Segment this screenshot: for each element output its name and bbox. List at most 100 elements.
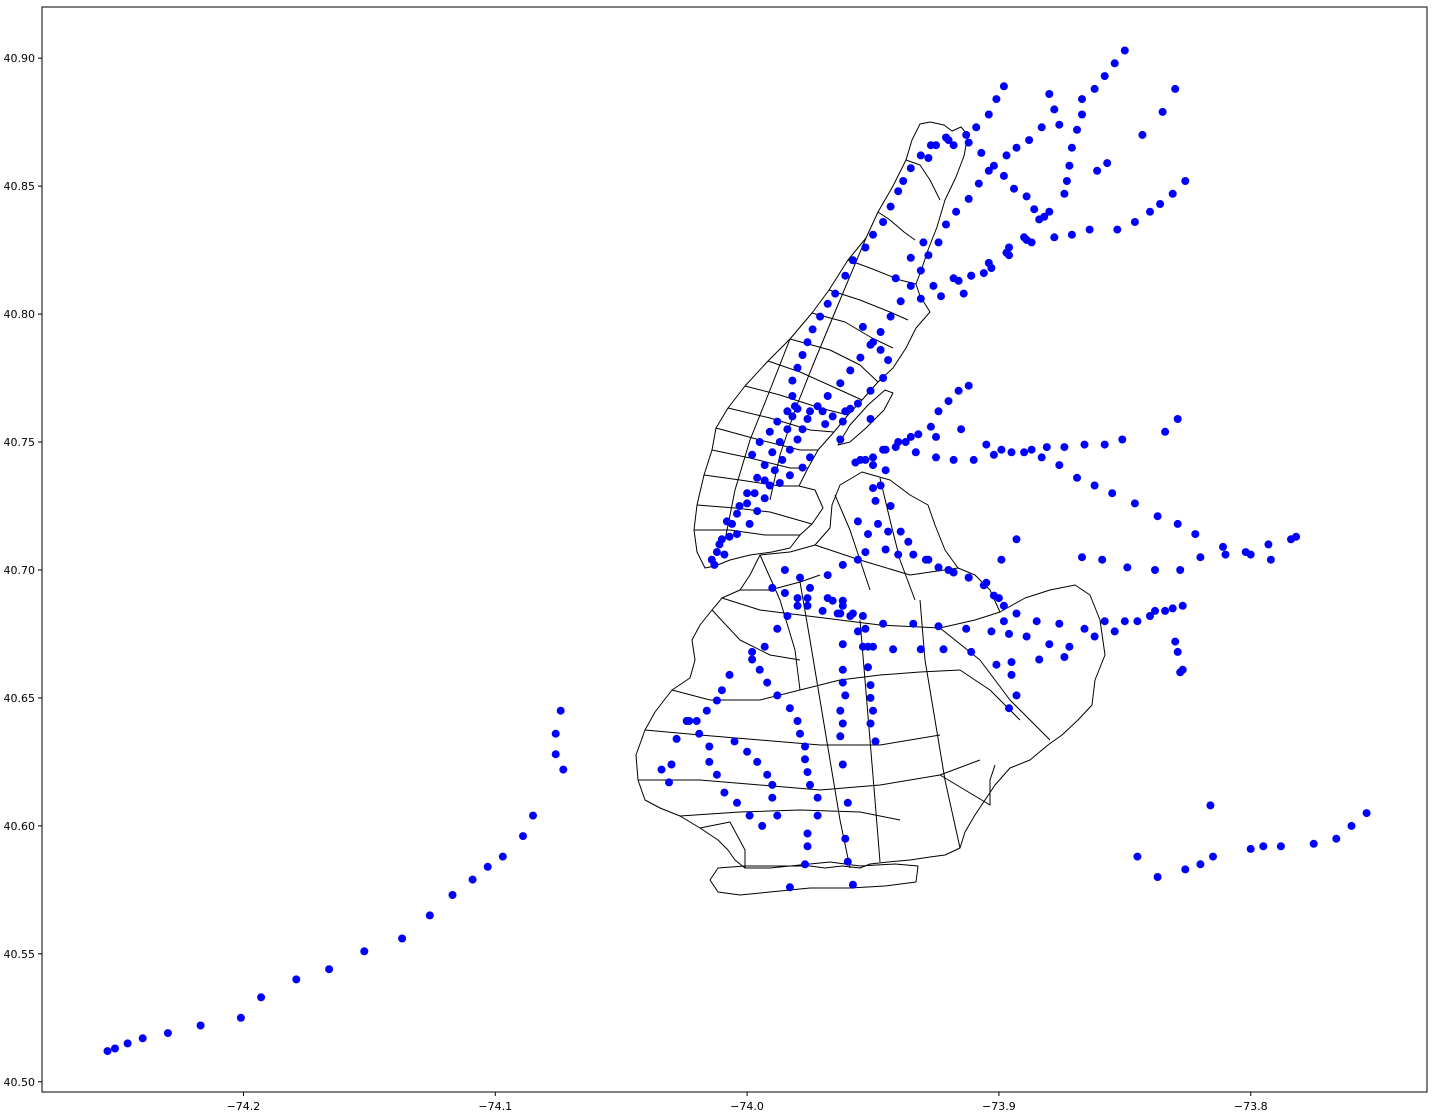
station-point: [1002, 151, 1011, 160]
neighborhood-division: [879, 477, 916, 601]
station-point: [1158, 107, 1167, 116]
y-tick-label: 40.85: [4, 180, 36, 193]
manhattan-division: [696, 504, 813, 525]
station-point: [944, 136, 953, 145]
station-point: [803, 842, 812, 851]
station-point: [1062, 177, 1071, 185]
station-point: [916, 151, 925, 160]
station-point: [886, 312, 895, 321]
station-point: [823, 392, 832, 400]
station-point: [710, 560, 719, 569]
coney-island: [709, 861, 919, 896]
station-point: [916, 294, 925, 303]
station-point: [1055, 619, 1064, 628]
manhattan-division: [905, 159, 941, 201]
station-point: [969, 455, 978, 464]
station-point: [1025, 136, 1034, 145]
station-point: [1037, 123, 1046, 132]
station-point: [1030, 205, 1039, 214]
station-point: [1042, 443, 1051, 452]
station-point: [796, 729, 804, 738]
station-point: [813, 793, 822, 802]
station-point: [1130, 218, 1139, 226]
station-point: [838, 760, 847, 769]
station-point: [997, 555, 1006, 564]
plot-area: −74.2 −74.1 −74.0 −73.9 −73.8 40.50 40.55 40.60…: [4, 6, 1428, 1113]
station-point: [760, 476, 769, 485]
x-tick-label: −73.8: [1234, 1100, 1268, 1113]
y-tick-label: 40.80: [4, 308, 36, 321]
station-point: [906, 281, 915, 290]
manhattan-division: [703, 474, 799, 487]
station-point: [803, 338, 812, 347]
station-point: [987, 264, 996, 272]
station-point: [984, 110, 993, 119]
station-point: [1100, 440, 1109, 449]
station-point: [770, 466, 779, 475]
station-point: [1103, 159, 1112, 168]
station-point: [932, 453, 940, 462]
station-point: [768, 780, 777, 789]
station-point: [866, 681, 875, 690]
station-point: [1055, 120, 1064, 129]
station-point: [468, 875, 477, 884]
station-point: [858, 322, 867, 331]
station-point: [992, 95, 1001, 104]
station-point: [775, 438, 784, 446]
station-point: [801, 860, 809, 869]
station-point: [498, 852, 507, 861]
station-point: [1138, 130, 1147, 139]
station-point: [743, 489, 752, 498]
station-point: [1100, 72, 1109, 81]
station-point: [748, 655, 757, 664]
station-point: [733, 530, 741, 539]
station-point: [989, 450, 998, 459]
station-point: [801, 755, 809, 764]
station-point: [997, 445, 1006, 454]
station-point: [1065, 161, 1074, 170]
station-point: [999, 171, 1008, 180]
station-point: [869, 706, 877, 715]
station-point: [793, 435, 802, 444]
station-point: [959, 289, 968, 298]
station-point: [1002, 248, 1011, 257]
station-point: [932, 432, 940, 441]
neighborhood-division: [814, 544, 959, 576]
station-point: [874, 519, 882, 528]
station-point: [236, 1013, 245, 1022]
station-point: [1151, 606, 1159, 615]
station-point: [901, 438, 910, 446]
station-point: [1173, 647, 1182, 656]
station-point: [939, 645, 948, 654]
station-point: [881, 545, 890, 554]
station-point: [785, 445, 794, 454]
station-point: [879, 619, 888, 628]
station-point: [967, 647, 976, 656]
axis-ticks: −74.2 −74.1 −74.0 −73.9 −73.8 40.50 40.55 40.60…: [4, 52, 1268, 1113]
station-point: [735, 502, 744, 510]
station-point: [838, 719, 847, 728]
station-point: [964, 381, 973, 390]
station-point: [1007, 658, 1016, 667]
station-point: [1191, 530, 1200, 539]
station-point: [1078, 95, 1086, 104]
station-point: [1067, 143, 1076, 152]
station-point: [725, 670, 734, 679]
station-point: [944, 397, 953, 406]
neighborhood-division: [919, 599, 961, 849]
station-point: [889, 645, 898, 654]
station-point: [879, 218, 888, 226]
station-point: [1161, 606, 1170, 615]
station-point: [785, 471, 794, 480]
station-point: [1173, 415, 1182, 423]
station-point: [1259, 842, 1268, 851]
manhattan-division: [828, 289, 909, 321]
station-point: [705, 757, 714, 766]
station-point: [864, 530, 872, 539]
station-point: [869, 484, 877, 493]
station-point: [657, 765, 666, 774]
station-point: [748, 450, 757, 459]
station-point: [881, 466, 890, 475]
station-point: [765, 481, 774, 490]
